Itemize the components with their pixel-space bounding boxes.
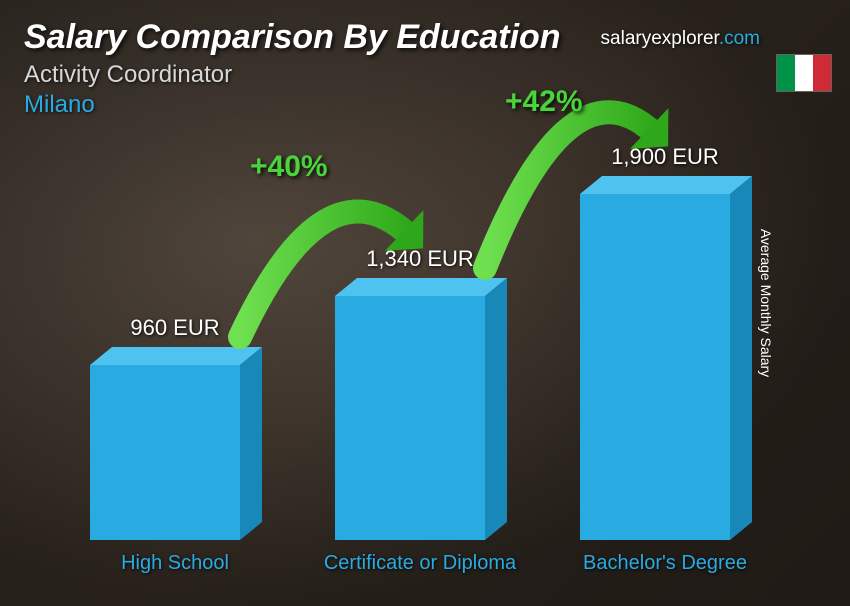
- chart-subtitle: Activity Coordinator: [24, 61, 561, 89]
- bar-category-label: Certificate or Diploma: [320, 552, 520, 575]
- bar-category-label: High School: [75, 552, 275, 575]
- y-axis-label: Average Monthly Salary: [758, 229, 774, 377]
- bar-shape: [580, 176, 752, 540]
- flag-stripe-white: [795, 55, 813, 91]
- bar-value-label: 960 EUR: [90, 315, 260, 341]
- flag-stripe-red: [813, 55, 831, 91]
- bar-shape: [90, 347, 262, 540]
- chart-title: Salary Comparison By Education: [24, 18, 561, 57]
- country-flag-italy: [776, 54, 832, 92]
- chart-location: Milano: [24, 91, 561, 119]
- header: Salary Comparison By Education Activity …: [24, 18, 561, 119]
- bar-shape: [335, 278, 507, 540]
- bar-value-label: 1,340 EUR: [335, 246, 505, 272]
- bar-value-label: 1,900 EUR: [580, 144, 750, 170]
- flag-stripe-green: [777, 55, 795, 91]
- brand-label: salaryexplorer.com: [601, 28, 760, 50]
- brand-name: salaryexplorer: [601, 28, 719, 49]
- brand-ext: .com: [719, 28, 760, 49]
- bar-category-label: Bachelor's Degree: [565, 552, 765, 575]
- increase-label: +40%: [250, 150, 328, 184]
- chart-area: 960 EUR High School 1,340 EUR Certificat…: [0, 86, 810, 606]
